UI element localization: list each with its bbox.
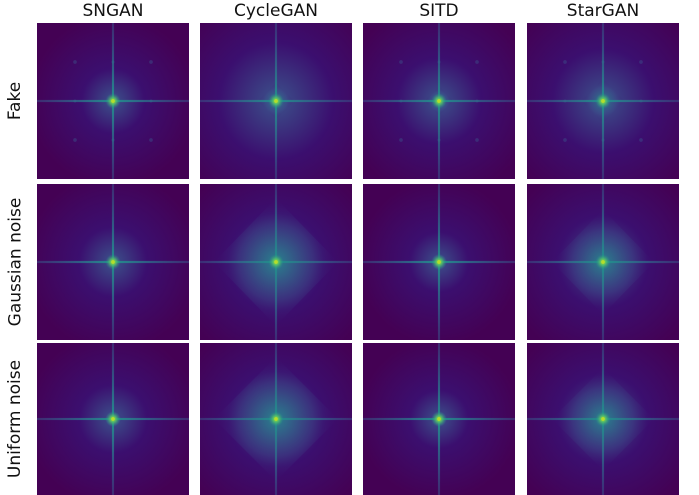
row-label-gaussian-wrap: Gaussian noise	[0, 184, 30, 340]
spectrum-image	[37, 184, 189, 340]
spectrum-image	[200, 184, 352, 340]
spectrum-panel-stargan-uniform-noise	[527, 343, 679, 495]
column-header-sitd: SITD	[419, 1, 459, 21]
spectrum-panel-sitd-gaussian-noise	[363, 184, 515, 340]
row-label-gaussian-noise: Gaussian noise	[5, 197, 25, 327]
spectrum-panel-sitd-uniform-noise	[363, 343, 515, 495]
spectrum-panel-sngan-fake	[37, 23, 189, 179]
spectrum-panel-stargan-gaussian-noise	[527, 184, 679, 340]
row-label-fake: Fake	[5, 81, 25, 121]
spectrum-panel-stargan-fake	[527, 23, 679, 179]
spectrum-panel-sngan-uniform-noise	[37, 343, 189, 495]
spectrum-image	[37, 343, 189, 495]
spectrum-panel-cyclegan-uniform-noise	[200, 343, 352, 495]
spectrum-panel-sngan-gaussian-noise	[37, 184, 189, 340]
spectrum-image	[200, 343, 352, 495]
spectrum-image	[200, 23, 352, 179]
row-label-fake-wrap: Fake	[0, 23, 30, 179]
spectrum-image	[527, 23, 679, 179]
row-label-uniform-noise: Uniform noise	[5, 359, 26, 479]
column-header-stargan: StarGAN	[566, 1, 640, 21]
spectrum-image	[37, 23, 189, 179]
spectrum-panel-cyclegan-fake	[200, 23, 352, 179]
spectrum-image	[363, 343, 515, 495]
column-header-sngan: SNGAN	[82, 1, 144, 21]
column-header-cyclegan: CycleGAN	[234, 1, 318, 21]
spectrum-image	[527, 184, 679, 340]
spectrum-image	[527, 343, 679, 495]
spectrum-image	[363, 184, 515, 340]
spectrum-panel-sitd-fake	[363, 23, 515, 179]
spectrum-panel-cyclegan-gaussian-noise	[200, 184, 352, 340]
row-label-uniform-wrap: Uniform noise	[0, 343, 30, 495]
spectrum-image	[363, 23, 515, 179]
